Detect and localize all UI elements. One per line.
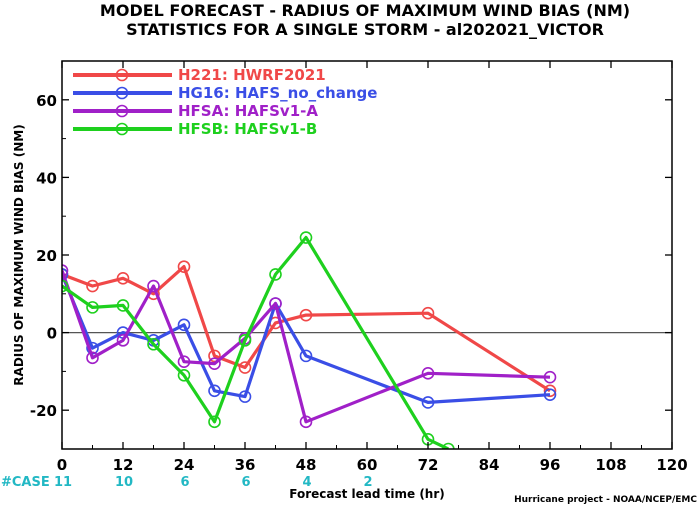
- data-point: [543, 370, 557, 384]
- data-point: [299, 308, 313, 322]
- legend-entry: HG16: HAFS_no_change: [178, 84, 377, 102]
- legend-entry: HFSA: HAFSv1-A: [178, 102, 318, 120]
- x-axis-label: Forecast lead time (hr): [289, 487, 445, 501]
- x-tick-label: 60: [357, 456, 378, 474]
- data-point: [116, 334, 130, 347]
- case-count: 10: [115, 475, 133, 490]
- series-line: [62, 269, 551, 424]
- data-point: [442, 442, 455, 449]
- series-line: [62, 273, 551, 404]
- legend-swatch-marker: [115, 68, 129, 82]
- legend-swatch-marker: [115, 86, 129, 100]
- data-point: [177, 355, 191, 369]
- case-count: 11: [54, 475, 72, 490]
- data-point: [269, 297, 282, 310]
- plot-area-frame: [61, 60, 673, 450]
- y-tick-label: 0: [47, 325, 57, 343]
- data-point: [177, 368, 191, 382]
- data-point: [208, 357, 221, 370]
- y-tick-label: -20: [30, 402, 57, 420]
- data-point: [177, 318, 191, 332]
- data-point: [238, 334, 252, 347]
- x-tick-label: 0: [57, 456, 67, 474]
- legend-swatch-marker: [115, 104, 129, 118]
- case-count: 2: [363, 475, 372, 490]
- series-3: [62, 231, 455, 449]
- data-point: [86, 301, 99, 314]
- chart-subtitle: STATISTICS FOR A SINGLE STORM - al202021…: [126, 20, 604, 39]
- data-point: [421, 306, 435, 320]
- x-tick-label: 24: [174, 456, 195, 474]
- x-tick-label: 48: [296, 456, 317, 474]
- y-tick-label: 60: [36, 92, 57, 110]
- data-point: [299, 231, 313, 244]
- y-tick-label: 20: [36, 247, 57, 265]
- data-point: [147, 279, 160, 293]
- case-count: 6: [180, 475, 189, 490]
- legend-entry: HFSB: HAFSv1-B: [178, 120, 317, 138]
- case-count-row: #CASE 11 10 6 6 4 2: [1, 475, 373, 490]
- data-point: [208, 415, 221, 429]
- x-tick-label: 96: [540, 456, 561, 474]
- x-tick-label: 12: [113, 456, 134, 474]
- y-axis-label: RADIUS OF MAXIMUM WIND BIAS (NM): [12, 124, 26, 385]
- data-point: [86, 351, 99, 365]
- x-tick-label: 84: [479, 456, 500, 474]
- credit-text: Hurricane project - NOAA/NCEP/EMC: [514, 495, 697, 505]
- legend-swatch-marker: [115, 122, 129, 136]
- data-point: [238, 390, 252, 403]
- data-point: [62, 268, 69, 281]
- data-point: [269, 268, 282, 281]
- data-point: [62, 279, 69, 293]
- data-point: [208, 349, 221, 363]
- x-tick-label: 120: [656, 456, 687, 474]
- case-count: 4: [302, 475, 311, 490]
- case-count: 6: [241, 475, 250, 490]
- x-tick-label: 36: [235, 456, 256, 474]
- data-point: [147, 337, 160, 351]
- data-point: [116, 299, 130, 312]
- data-point: [238, 361, 252, 374]
- x-tick-label: 72: [418, 456, 439, 474]
- data-point: [177, 260, 191, 273]
- data-point: [421, 396, 435, 409]
- data-point: [208, 384, 221, 398]
- series-line: [62, 235, 449, 449]
- data-point: [299, 415, 313, 429]
- data-point: [86, 279, 99, 293]
- series-line: [62, 265, 551, 393]
- data-point: [62, 264, 69, 277]
- x-tick-label: 108: [595, 456, 626, 474]
- y-tick-label: 40: [36, 169, 57, 187]
- data-point: [116, 271, 130, 285]
- data-point: [543, 388, 557, 401]
- chart-title: MODEL FORECAST - RADIUS OF MAXIMUM WIND …: [100, 1, 630, 20]
- case-row-label: #CASE: [1, 475, 50, 490]
- series-1: [62, 268, 557, 409]
- data-point: [421, 367, 435, 380]
- data-point: [299, 349, 313, 363]
- legend-entry: H221: HWRF2021: [178, 66, 326, 84]
